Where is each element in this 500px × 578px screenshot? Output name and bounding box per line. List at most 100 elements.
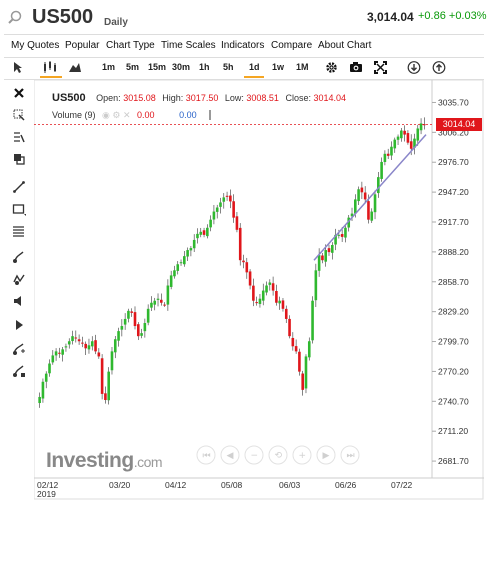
download-icon[interactable] [407, 61, 421, 74]
candle-body [169, 275, 173, 287]
candle-body [153, 300, 157, 305]
brush-tool-icon[interactable] [12, 250, 26, 264]
timeframe-1m[interactable]: 1m [102, 62, 116, 72]
candle-body [304, 356, 308, 389]
volume-label: Volume (9) [52, 110, 96, 120]
menu-compare[interactable]: Compare [271, 40, 313, 51]
open-value: 3015.08 [123, 93, 156, 103]
nav-zoom-reset-button[interactable] [268, 445, 288, 465]
upload-icon[interactable] [432, 61, 446, 74]
candle-body [330, 244, 334, 253]
chart-type-selected-indicator [40, 76, 62, 78]
candle-body [123, 318, 127, 325]
y-tick-label: 2947.20 [438, 187, 469, 197]
nav-end-button[interactable] [340, 445, 360, 465]
timeframe-selected-indicator [244, 76, 264, 78]
timeframe-1M[interactable]: 1M [296, 62, 309, 72]
menu-popular[interactable]: Popular [65, 40, 100, 51]
visibility-eye-icon[interactable]: ◉ ⚙ ✕ [102, 110, 131, 120]
candle-body [127, 310, 130, 319]
candle-body [347, 217, 351, 228]
candle-body [107, 371, 110, 401]
candle-body [113, 339, 117, 353]
y-tick-label: 2917.70 [438, 217, 469, 227]
clone-drawing-icon[interactable] [12, 152, 26, 166]
candle-body [383, 153, 387, 162]
menu-about-chart[interactable]: About Chart [318, 40, 372, 51]
timeframe-5m[interactable]: 5m [126, 62, 140, 72]
candlestick-type-icon[interactable] [42, 60, 58, 74]
y-tick-label: 2858.70 [438, 277, 469, 287]
arrow-marker-icon[interactable] [12, 318, 26, 332]
rectangle-tool-icon[interactable] [12, 202, 26, 216]
menu-indicators[interactable]: Indicators [221, 40, 265, 51]
candle-body [186, 250, 189, 257]
timeframe-30m[interactable]: 30m [172, 62, 191, 72]
candle-body [212, 211, 216, 220]
candle-body [258, 298, 262, 304]
nav-forward-icon: ▶ [323, 451, 330, 461]
menu-chart-type[interactable]: Chart Type [106, 40, 155, 51]
pattern-tool-icon[interactable] [12, 272, 26, 286]
x-tick-label: 2019 [37, 489, 56, 499]
candle-body [67, 341, 71, 345]
candle-body [419, 123, 423, 131]
nav-zoom-out-button[interactable] [244, 445, 264, 465]
candle-body [357, 189, 360, 202]
candle-body [44, 373, 48, 382]
timeframe-1w[interactable]: 1w [272, 62, 285, 72]
search-icon[interactable] [8, 10, 22, 24]
investing-logo: Investing.com [46, 449, 163, 473]
candle-body [281, 300, 285, 309]
menu-time-scales[interactable]: Time Scales [161, 40, 216, 51]
price-change: +0.86 +0.03% [418, 10, 487, 22]
crosshair-select-icon[interactable] [12, 108, 26, 122]
menu-my-quotes[interactable]: My Quotes [11, 40, 60, 51]
cursor-icon[interactable] [12, 61, 24, 75]
price-chart[interactable]: 3035.70 3006.20 2976.70 2947.20 2917.70 2888.… [34, 80, 484, 500]
candle-body [386, 153, 390, 156]
x-tick-label: 03/20 [109, 480, 131, 490]
close-label: Close: [285, 93, 311, 103]
candle-body [261, 290, 265, 301]
chart-frame [34, 80, 484, 500]
nav-zoom-reset-icon: ⟲ [275, 451, 283, 461]
mountain-chart-icon[interactable] [68, 61, 82, 73]
candle-body [176, 264, 180, 271]
candle-body [317, 255, 321, 271]
timeframe-15m[interactable]: 15m [148, 62, 167, 72]
candle-body [104, 393, 107, 400]
candle-body [367, 201, 370, 220]
candle-body [163, 304, 166, 306]
last-price-badge: 3014.04 [436, 118, 482, 131]
candle-body [413, 138, 416, 148]
fullscreen-icon[interactable] [374, 61, 387, 74]
candle-body [314, 270, 318, 301]
logo-main: Investing [46, 449, 134, 472]
candle-body [229, 195, 232, 202]
close-icon[interactable] [12, 86, 26, 100]
candle-body [288, 318, 291, 337]
candle-body [248, 271, 252, 286]
nav-start-button[interactable] [196, 445, 216, 465]
timeframe-5h[interactable]: 5h [223, 62, 234, 72]
sound-icon[interactable] [12, 294, 26, 308]
chart-menu-bar: My Quotes Popular Chart Type Time Scales… [4, 34, 484, 58]
nav-back-button[interactable] [220, 445, 240, 465]
drawing-mode-icon[interactable] [12, 130, 26, 144]
gear-icon[interactable] [325, 61, 338, 74]
magnet-icon[interactable] [12, 342, 26, 356]
candle-body [344, 227, 347, 238]
period-label: Daily [104, 17, 128, 28]
trendline-tool-icon[interactable] [12, 180, 26, 194]
timeframe-1d[interactable]: 1d [249, 62, 260, 72]
candle-body [271, 283, 275, 291]
timeframe-1h[interactable]: 1h [199, 62, 210, 72]
candle-body [225, 195, 229, 197]
camera-icon[interactable] [349, 61, 363, 73]
nav-forward-button[interactable] [316, 445, 336, 465]
lock-drawings-icon[interactable] [12, 364, 26, 378]
candle-body [219, 202, 222, 207]
nav-zoom-in-button[interactable] [292, 445, 312, 465]
fibonacci-tool-icon[interactable] [12, 224, 26, 238]
